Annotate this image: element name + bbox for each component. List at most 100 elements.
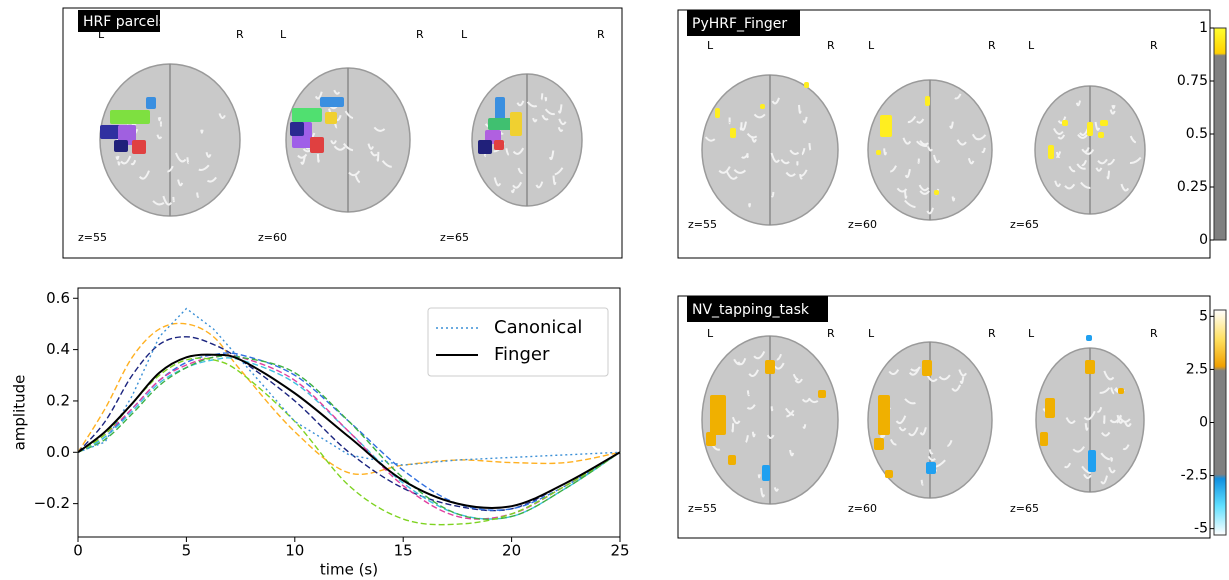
activation — [934, 190, 939, 195]
slice-label: z=55 — [78, 231, 107, 244]
colorbar-tick-label: 0.25 — [1177, 179, 1208, 195]
colorbar-tick-label: 5 — [1199, 308, 1208, 324]
x-tick-label: 0 — [73, 542, 83, 560]
sulcus — [741, 122, 742, 129]
side-label: L — [707, 39, 714, 52]
y-tick-label: −0.2 — [34, 494, 70, 512]
activation — [710, 395, 726, 435]
sulcus — [541, 93, 542, 99]
side-label: R — [988, 39, 996, 52]
colorbar — [1214, 28, 1226, 240]
activation — [478, 140, 492, 154]
activation — [114, 140, 128, 152]
activation — [1087, 122, 1093, 136]
side-label: L — [461, 28, 468, 41]
activation — [1062, 120, 1068, 126]
activation — [730, 128, 736, 138]
colorbar-tick-label: 1 — [1199, 20, 1208, 36]
side-label: L — [868, 327, 875, 340]
y-axis-label: amplitude — [11, 375, 29, 451]
activation — [1118, 388, 1124, 394]
side-label: L — [707, 327, 714, 340]
side-label: R — [416, 28, 424, 41]
activation — [926, 462, 936, 474]
activation — [510, 112, 522, 136]
x-axis-label: time (s) — [320, 561, 378, 579]
activation — [925, 96, 930, 106]
slice-label: z=55 — [688, 502, 717, 515]
y-tick-label: 0.4 — [46, 340, 70, 358]
slice-label: z=60 — [258, 231, 287, 244]
y-tick-label: 0.2 — [46, 391, 70, 409]
side-label: R — [827, 39, 835, 52]
sulcus — [159, 117, 160, 120]
sulcus — [118, 161, 119, 164]
colorbar-tick-label: 0 — [1199, 415, 1208, 431]
slice-label: z=65 — [1010, 502, 1039, 515]
activation — [1085, 360, 1095, 374]
y-tick-label: 0.0 — [46, 443, 70, 461]
series-line — [78, 358, 620, 525]
activation — [715, 108, 720, 118]
activation — [706, 432, 716, 446]
panel-title: PyHRF_Finger — [692, 16, 787, 32]
colorbar-tick-label: -5 — [1194, 521, 1208, 537]
activation — [495, 97, 505, 121]
side-label: L — [1028, 39, 1035, 52]
panel-title: NV_tapping_task — [692, 302, 810, 318]
side-label: L — [280, 28, 287, 41]
activation — [728, 455, 736, 465]
colorbar-tick-label: 0.75 — [1177, 73, 1208, 89]
sulcus — [809, 143, 810, 150]
x-tick-label: 25 — [610, 542, 629, 560]
activation — [1098, 132, 1104, 138]
side-label: L — [1028, 327, 1035, 340]
activation — [1100, 120, 1108, 126]
activation — [804, 82, 809, 88]
slice-label: z=65 — [1010, 218, 1039, 231]
side-label: L — [868, 39, 875, 52]
panel-title: HRF parcels — [83, 14, 166, 30]
activation — [1086, 335, 1092, 341]
sulcus — [378, 152, 379, 161]
activation — [878, 395, 890, 435]
activation — [110, 110, 150, 124]
activation — [325, 112, 337, 124]
activation — [762, 465, 770, 481]
activation — [1045, 398, 1055, 418]
activation — [885, 470, 893, 478]
activation — [818, 390, 826, 398]
side-label: R — [236, 28, 244, 41]
colorbar — [1214, 310, 1226, 535]
side-label: R — [597, 28, 605, 41]
activation — [765, 360, 775, 374]
activation — [320, 97, 344, 107]
sulcus — [1112, 105, 1114, 108]
sulcus — [749, 203, 750, 206]
colorbar-tick-label: 0 — [1199, 232, 1208, 248]
activation — [146, 97, 156, 109]
colorbar-tick-label: -2.5 — [1181, 468, 1208, 484]
figure: HRF parcels L Rz=55 L Rz=60 L Rz=65 PyHRF_Finge… — [0, 0, 1229, 580]
x-tick-label: 10 — [285, 542, 304, 560]
activation — [880, 115, 892, 137]
activation — [876, 150, 881, 155]
slice-label: z=60 — [848, 502, 877, 515]
activation — [132, 140, 146, 154]
colorbar-tick-label: 0.5 — [1186, 126, 1208, 142]
sulcus — [759, 474, 760, 477]
slice-label: z=60 — [848, 218, 877, 231]
sulcus — [117, 156, 119, 159]
slice-label: z=55 — [688, 218, 717, 231]
y-tick-label: 0.6 — [46, 289, 70, 307]
activation — [494, 140, 504, 150]
activation — [292, 108, 322, 122]
side-label: R — [988, 327, 996, 340]
sulcus — [1111, 457, 1112, 461]
sulcus — [197, 193, 198, 197]
legend-label: Canonical — [494, 317, 582, 338]
activation — [760, 104, 765, 109]
x-tick-label: 20 — [502, 542, 521, 560]
sulcus — [173, 197, 174, 201]
colorbar-tick-label: 2.5 — [1186, 361, 1208, 377]
